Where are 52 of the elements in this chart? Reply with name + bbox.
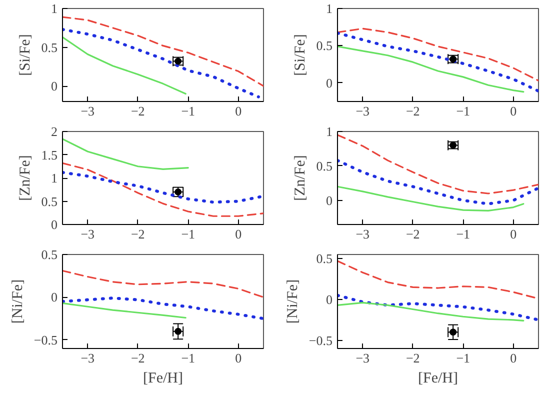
x-tick-label: −1 — [181, 226, 196, 242]
y-axis-title: [Si/Fe] — [292, 34, 308, 76]
x-tick-label: −3 — [356, 104, 370, 118]
y-axis-title: [Ni/Fe] — [10, 279, 26, 324]
y-tick-label: 0.5 — [41, 247, 58, 262]
y-tick-label: 0 — [51, 78, 58, 94]
y-axis-title: [Ni/Fe] — [284, 279, 301, 324]
y-tick-label: 1 — [51, 170, 58, 186]
x-tick-label: −3 — [80, 104, 95, 118]
y-tick-label: 0.5 — [41, 40, 58, 55]
y-tick-label: 0 — [326, 192, 332, 208]
x-tick-label: −2 — [406, 104, 420, 118]
x-axis-title: [Fe/H] — [143, 370, 184, 386]
x-tick-label: −3 — [80, 226, 95, 242]
y-axis-title: [Si/Fe] — [17, 34, 34, 76]
x-tick-label: 0 — [235, 104, 242, 118]
x-tick-label: −1 — [181, 104, 196, 118]
y-tick-label: 0.5 — [316, 158, 332, 174]
y-tick-label: 0 — [51, 217, 58, 232]
x-tick-label: 0 — [510, 350, 517, 366]
x-tick-label: −1 — [456, 104, 470, 118]
y-tick-label: 0.5 — [41, 194, 58, 209]
y-tick-label: 0 — [326, 292, 332, 307]
y-axis-title: [Zn/Fe] — [292, 155, 308, 201]
x-tick-label: −2 — [130, 350, 145, 366]
y-tick-label: 1 — [51, 1, 58, 16]
x-tick-label: −2 — [406, 226, 420, 242]
x-tick-label: 0 — [235, 226, 242, 242]
x-tick-label: −3 — [356, 350, 370, 366]
y-tick-label: 0 — [326, 75, 332, 90]
y-tick-label: 2 — [51, 124, 58, 139]
y-tick-label: 0 — [51, 290, 58, 305]
x-tick-label: −3 — [356, 226, 370, 242]
y-tick-label: −0.5 — [308, 332, 333, 348]
x-tick-label: −1 — [456, 350, 470, 366]
x-tick-label: 0 — [510, 226, 517, 242]
y-tick-label: 0.5 — [316, 38, 332, 54]
x-tick-label: −1 — [181, 350, 196, 366]
y-tick-label: 1 — [326, 1, 332, 16]
x-axis-title: [Fe/H] — [418, 370, 458, 386]
x-tick-label: −2 — [406, 350, 420, 366]
y-tick-label: 1 — [326, 124, 332, 139]
y-tick-label: 1.5 — [41, 147, 58, 162]
x-tick-label: −2 — [130, 104, 145, 118]
x-tick-label: 0 — [510, 104, 517, 118]
y-tick-label: −0.5 — [34, 332, 58, 348]
x-tick-label: −2 — [130, 226, 145, 242]
y-axis-title: [Zn/Fe] — [17, 155, 34, 201]
y-tick-label: 0.5 — [316, 251, 332, 266]
x-tick-label: 0 — [235, 350, 242, 366]
x-tick-label: −3 — [80, 350, 95, 366]
x-tick-label: −1 — [456, 226, 470, 242]
